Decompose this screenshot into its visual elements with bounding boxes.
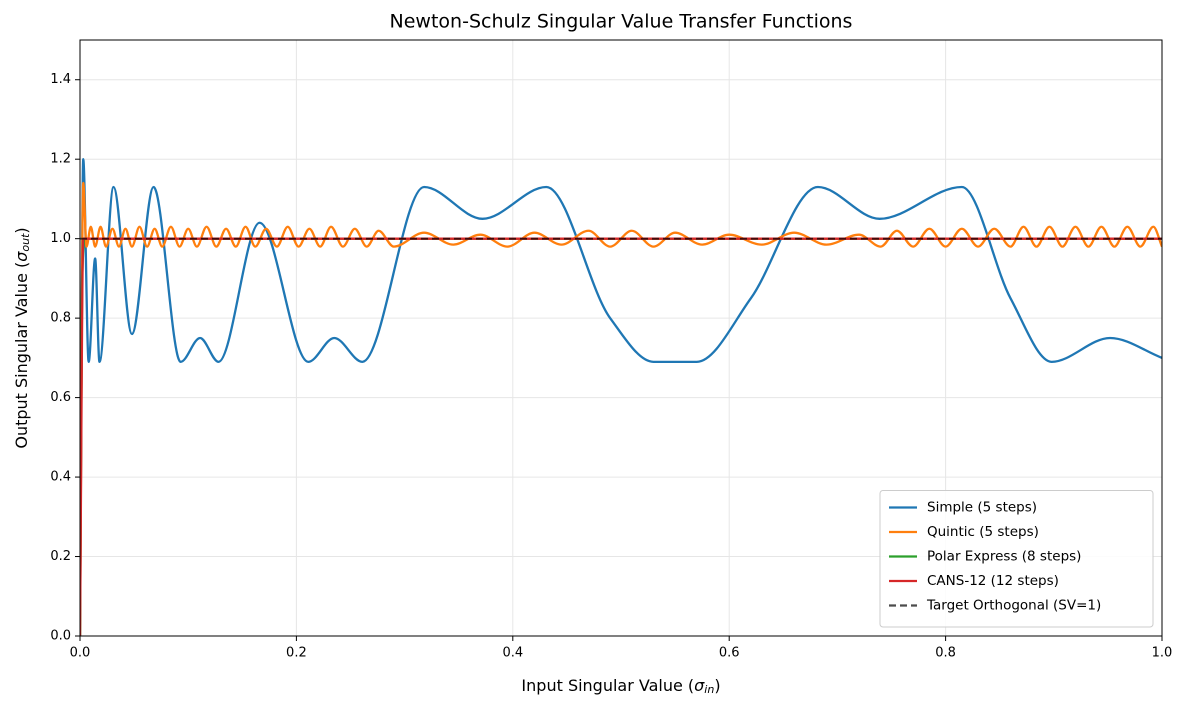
x-tick-label: 0.0 [70,646,91,661]
y-tick-label: 1.2 [50,152,71,167]
y-tick-label: 0.0 [50,629,71,644]
y-axis-label: Output Singular Value (σout) [12,227,33,448]
y-label-text: Output Singular Value ( [12,262,31,449]
plot-lines [80,158,1162,636]
x-axis-label: Input Singular Value (σin) [521,676,720,697]
legend-label: Polar Express (8 steps) [927,549,1081,565]
legend-box [879,490,1154,628]
y-tick-label: 0.6 [50,390,71,405]
y-tick-label: 0.8 [50,311,71,326]
series-line [80,158,1162,636]
x-tick-label: 0.2 [286,646,307,661]
x-label-text: Input Singular Value ( [521,676,694,695]
y-tick-label: 1.0 [50,231,71,246]
x-label-symbol: σ [694,676,705,695]
legend: Simple (5 steps) Quintic (5 steps) Polar E… [879,490,1154,628]
x-label-close: ) [714,676,720,695]
legend-label: Simple (5 steps) [927,500,1037,516]
x-tick-label: 0.4 [502,646,523,661]
y-label-close: ) [12,227,31,233]
legend-label: Quintic (5 steps) [927,524,1039,540]
series-line [80,181,1162,636]
x-tick-label: 0.8 [935,646,956,661]
x-tick-label: 0.6 [719,646,740,661]
legend-label: CANS-12 (12 steps) [927,573,1059,589]
y-tick-label: 0.2 [50,549,71,564]
plot-frame [79,39,1163,637]
chart-title: Newton-Schulz Singular Value Transfer Fu… [390,11,853,33]
legend-label: Target Orthogonal (SV=1) [926,598,1101,614]
x-tick-label: 1.0 [1152,646,1173,661]
y-tick-label: 1.4 [50,72,71,87]
y-label-symbol: σ [12,251,31,262]
y-label-subscript: out [19,233,32,252]
x-label-subscript: in [704,683,714,696]
y-tick-label: 0.4 [50,470,71,485]
